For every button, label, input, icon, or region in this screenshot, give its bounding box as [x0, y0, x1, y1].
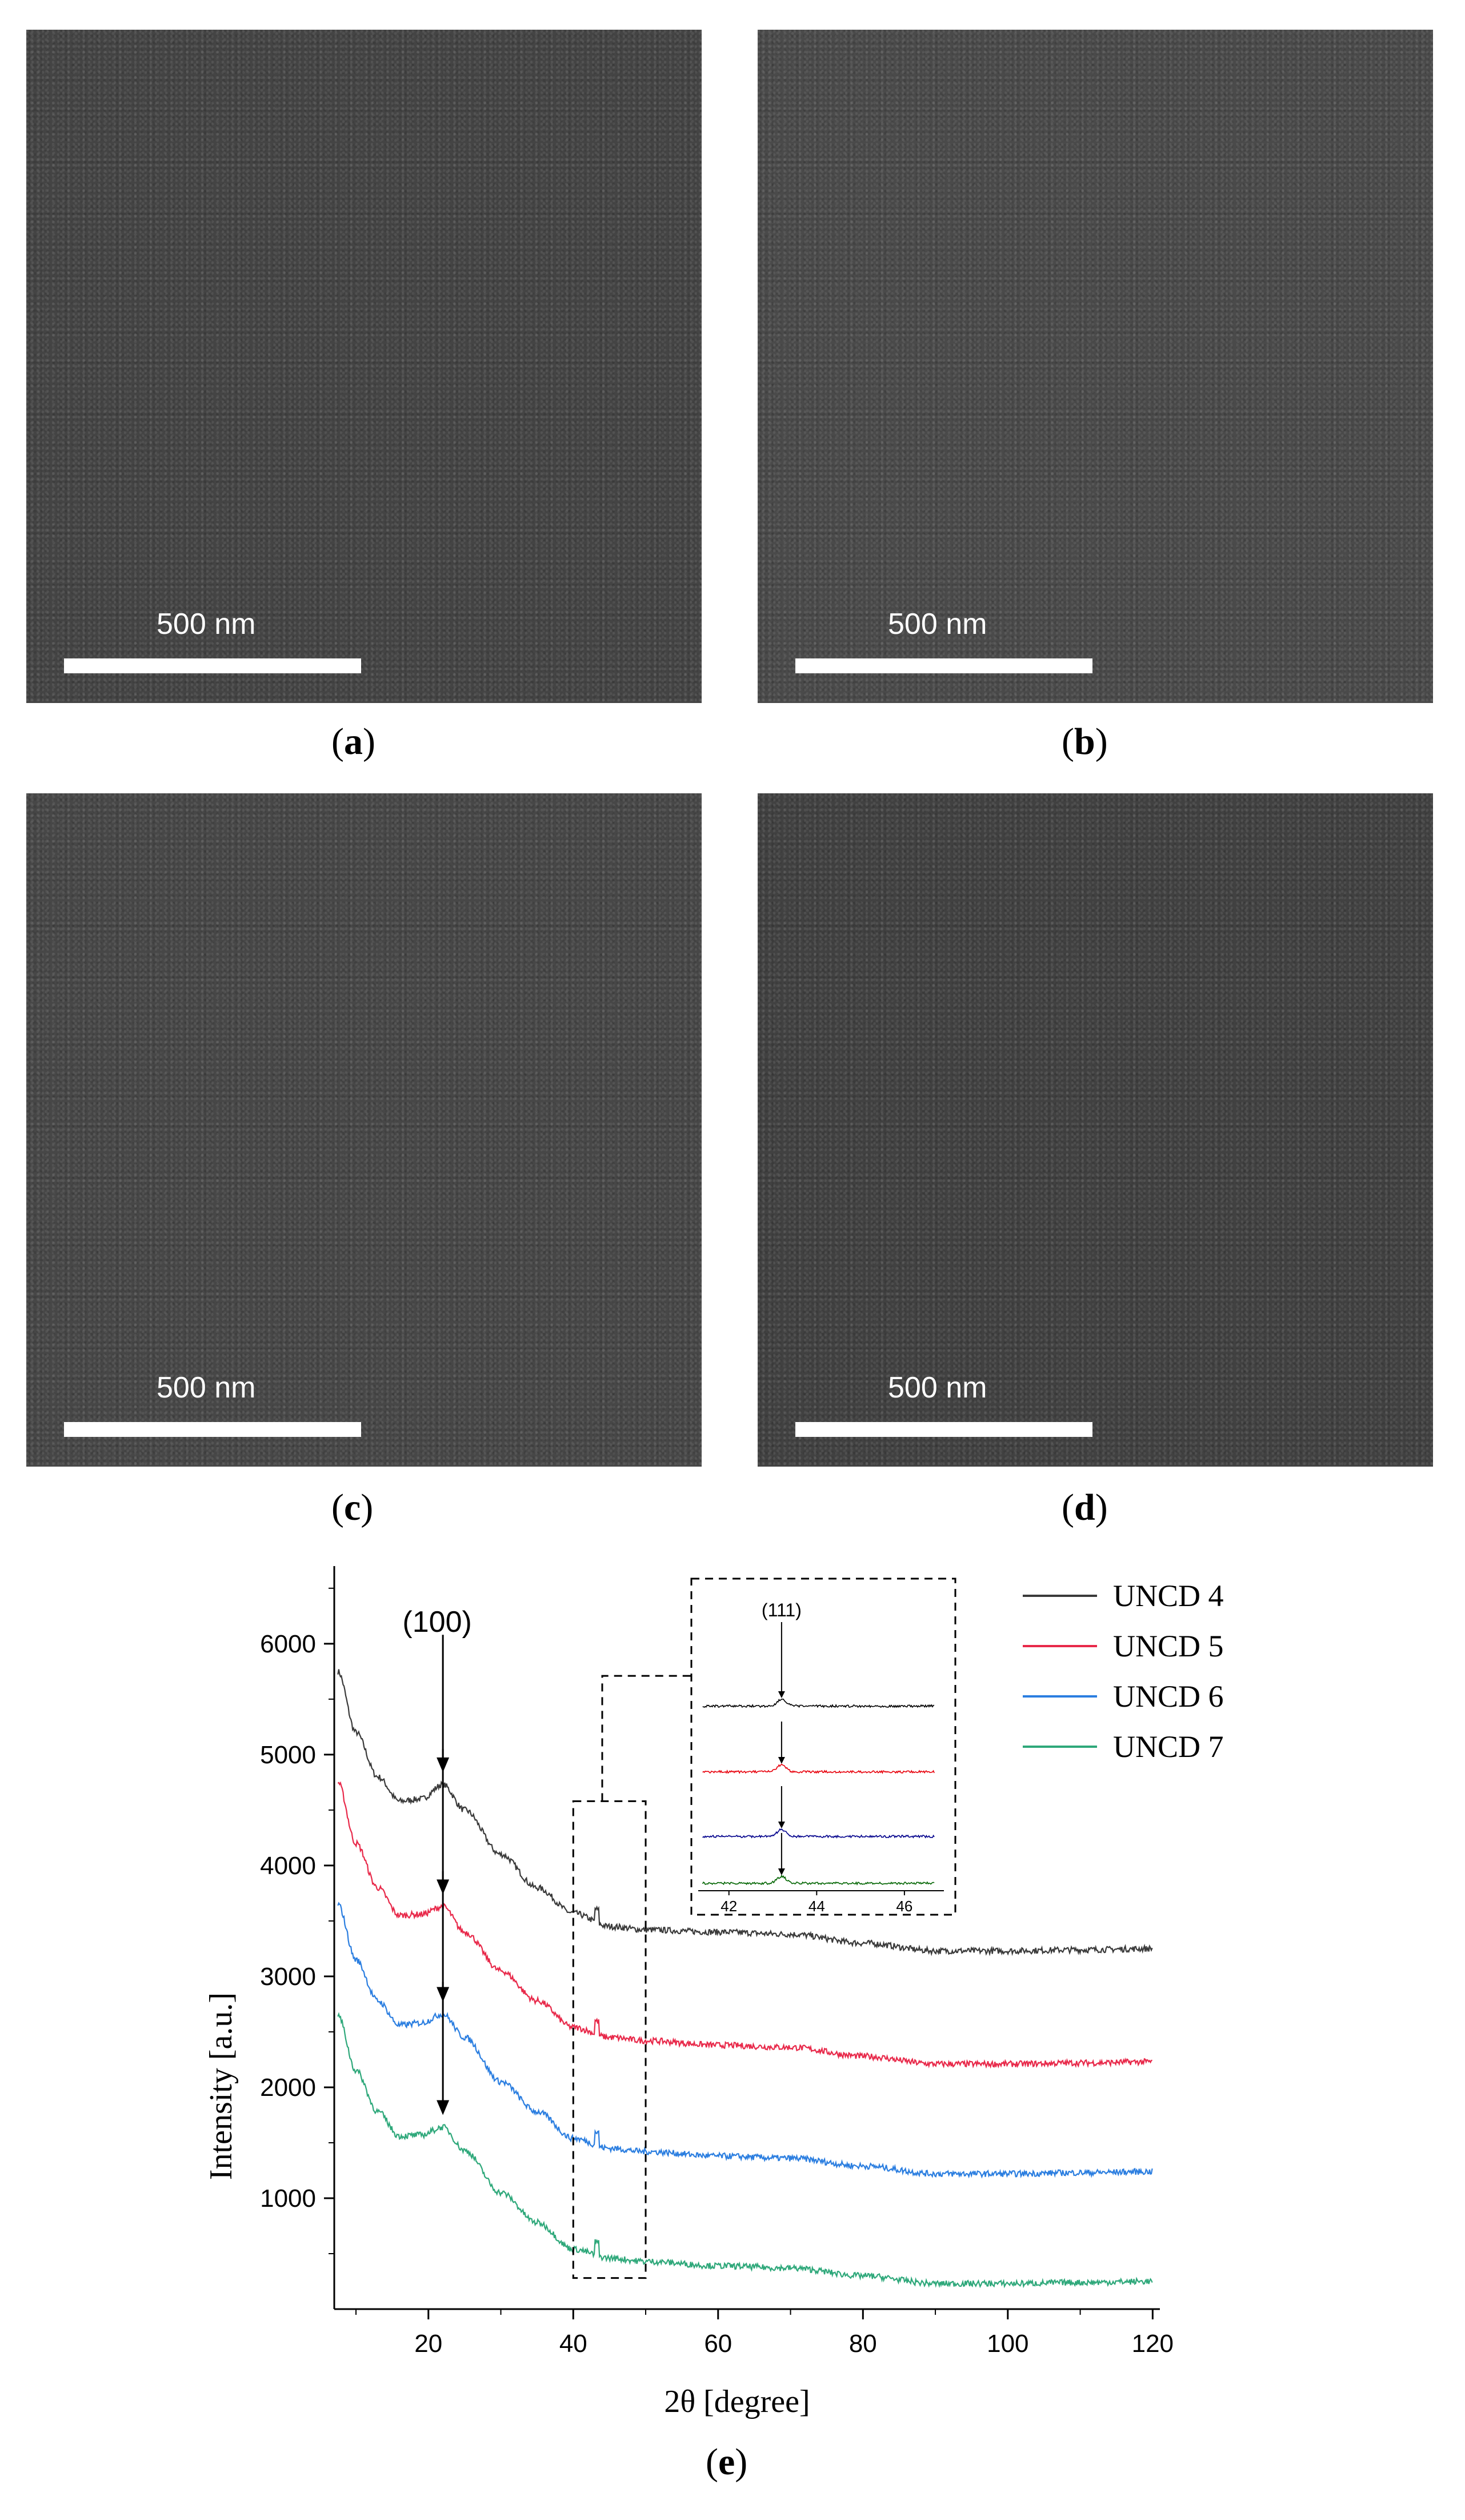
panel-label-a: (a) [331, 721, 375, 762]
inset-peak-arrowhead [778, 1691, 785, 1698]
series-layer [337, 1669, 1153, 2289]
y-tick-label: 2000 [260, 2074, 316, 2102]
scale-bar-label: 500 nm [888, 608, 987, 641]
panel-label-e: (e) [706, 2441, 748, 2483]
sem-image-d: 500 nm [758, 793, 1433, 1467]
series-line-4 [337, 1669, 1153, 1956]
inset-annotation-111: (111) [762, 1600, 802, 1620]
panel-label-d: (d) [1062, 1487, 1108, 1528]
sem-image-b: 500 nm [758, 30, 1433, 703]
scale-bar-label: 500 nm [157, 608, 256, 641]
legend-label: UNCD 5 [1113, 1629, 1224, 1663]
legend-label: UNCD 4 [1113, 1579, 1224, 1613]
y-axis-label: Intensity [a.u.] [203, 1992, 239, 2180]
scale-bar-label: 500 nm [157, 1371, 256, 1404]
inset-x-tick-label: 46 [896, 1898, 912, 1915]
peak-arrowhead [437, 2100, 450, 2115]
series-line-6 [337, 1902, 1153, 2179]
x-tick-label: 120 [1132, 2330, 1174, 2358]
annotation-layer: (100) [402, 1606, 691, 2279]
inset-peak-arrowhead [778, 1822, 785, 1828]
inset-x-tick-label: 42 [721, 1898, 737, 1915]
inset-peak-arrowhead [778, 1757, 785, 1764]
x-tick-label: 100 [987, 2330, 1028, 2358]
x-tick-label: 40 [559, 2330, 587, 2358]
chart-axes: 20 40 60 80 100 120 1000 2000 3000 4000 5000 6000 [260, 1566, 1174, 2358]
y-tick-label: 4000 [260, 1852, 316, 1880]
y-tick-label: 6000 [260, 1630, 316, 1658]
panel-label-b: (b) [1062, 721, 1108, 762]
inset: 42 44 46 (111) [690, 1578, 956, 1916]
sem-image-c: 500 nm [26, 793, 702, 1467]
inset-series-line [702, 1874, 935, 1886]
x-tick-label: 20 [414, 2330, 442, 2358]
x-axis-label: 2θ [degree] [664, 2384, 810, 2419]
panel-label-c: (c) [331, 1487, 374, 1528]
legend-label: UNCD 7 [1113, 1730, 1224, 1764]
xrd-chart: 20 40 60 80 100 120 1000 2000 3000 4000 5000 6000 (… [203, 1566, 1224, 2419]
y-tick-label: 5000 [260, 1741, 316, 1769]
x-tick-label: 60 [704, 2330, 732, 2358]
scale-bar-label: 500 nm [888, 1371, 987, 1404]
legend: UNCD 4 UNCD 5 UNCD 6 UNCD 7 [1023, 1579, 1224, 1764]
inset-series-line [702, 1698, 935, 1708]
series-line-7 [337, 2012, 1153, 2289]
scale-bar [64, 1422, 361, 1437]
x-tick-label: 80 [849, 2330, 877, 2358]
inset-peak-arrowhead [778, 1868, 785, 1875]
sem-image-a: 500 nm [26, 30, 702, 703]
legend-label: UNCD 6 [1113, 1679, 1224, 1714]
inset-series-line [702, 1828, 935, 1839]
y-tick-label: 1000 [260, 2184, 316, 2213]
zoom-connector [601, 1675, 691, 1802]
scale-bar [795, 1422, 1092, 1437]
series-line-5 [337, 1781, 1152, 2069]
scale-bar [795, 658, 1092, 673]
inset-frame [690, 1578, 956, 1916]
scale-bar [64, 658, 361, 673]
peak-annotation-100: (100) [402, 1606, 471, 1639]
inset-x-tick-label: 44 [808, 1898, 825, 1915]
inset-series-line [702, 1763, 935, 1774]
y-tick-label: 3000 [260, 1963, 316, 1991]
